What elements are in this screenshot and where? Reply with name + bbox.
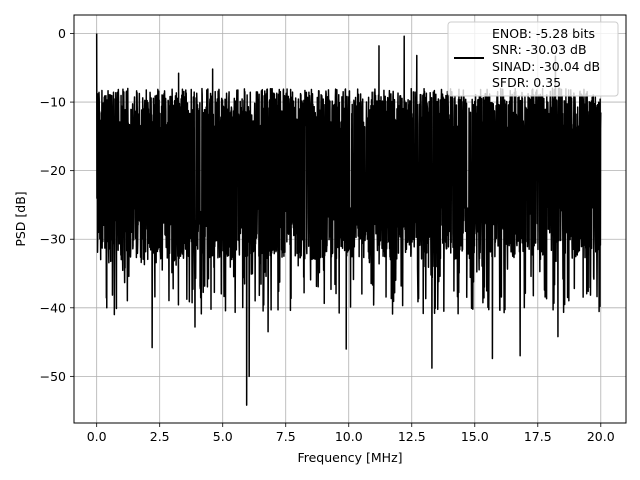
y-axis-ticks: 0 −10 −20 −30 −40 −50: [40, 26, 74, 384]
legend-box: [447, 21, 619, 97]
legend-entry-snr: SNR: -30.03 dB: [492, 42, 587, 57]
x-tick-label: 10.0: [335, 429, 363, 444]
legend: ENOB: -5.28 bits SNR: -30.03 dB SINAD: -…: [447, 21, 619, 97]
legend-entry-sinad: SINAD: -30.04 dB: [492, 59, 600, 74]
y-tick-label: −40: [40, 300, 66, 315]
x-tick-label: 2.5: [150, 429, 170, 444]
x-tick-label: 15.0: [461, 429, 489, 444]
axes-frame: [73, 14, 627, 424]
y-tick-label: −50: [40, 369, 66, 384]
psd-plot-area: [95, 33, 602, 406]
x-tick-label: 0.0: [87, 429, 107, 444]
x-axis-label: Frequency [MHz]: [297, 450, 402, 465]
y-tick-label: −20: [40, 163, 66, 178]
y-tick-label: −30: [40, 232, 66, 247]
y-tick-label: 0: [58, 26, 66, 41]
x-tick-label: 5.0: [213, 429, 233, 444]
x-tick-label: 12.5: [398, 429, 426, 444]
legend-entry-sfdr: SFDR: 0.35: [492, 75, 561, 90]
y-axis-label: PSD [dB]: [13, 191, 28, 246]
x-axis-ticks: 0.0 2.5 5.0 7.5 10.0 12.5 15.0 17.5 20.0: [87, 423, 615, 444]
x-tick-label: 20.0: [587, 429, 615, 444]
psd-series-line: [95, 33, 602, 406]
legend-entry-enob: ENOB: -5.28 bits: [492, 26, 595, 41]
y-tick-label: −10: [40, 95, 66, 110]
x-tick-label: 7.5: [276, 429, 296, 444]
x-tick-label: 17.5: [524, 429, 552, 444]
